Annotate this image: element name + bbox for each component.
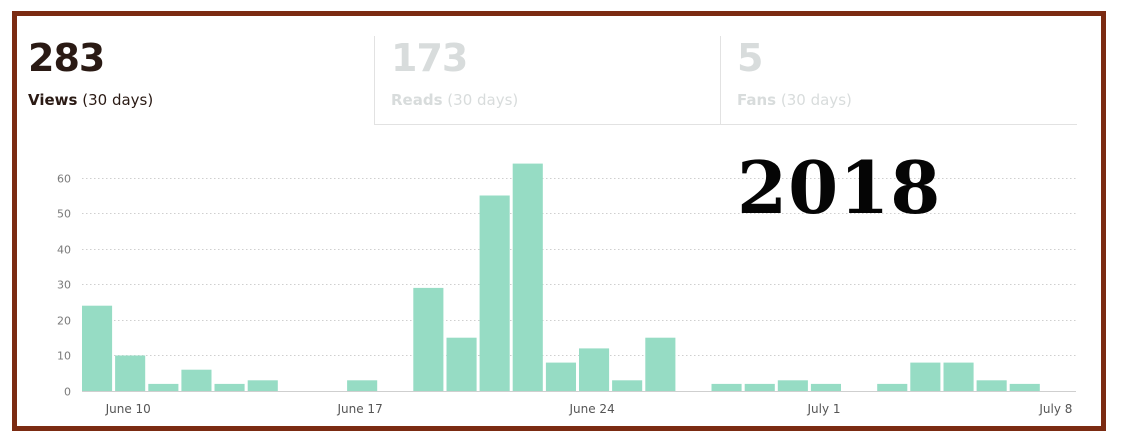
bar-june-11[interactable] — [148, 383, 179, 391]
views-count: 283 — [28, 36, 105, 80]
x-tick-label-july-1: July 1 — [806, 402, 840, 416]
bar-july-4[interactable] — [910, 362, 941, 391]
bar-june-13[interactable] — [214, 383, 245, 391]
bar-june-22[interactable] — [512, 163, 543, 391]
y-tick-label-50: 50 — [57, 208, 71, 221]
bar-june-24[interactable] — [579, 348, 610, 391]
tab-reads[interactable]: 173 Reads (30 days) — [374, 36, 720, 125]
reads-label-name: Reads — [391, 91, 443, 109]
fans-label-name: Fans — [737, 91, 777, 109]
y-tick-label-40: 40 — [57, 244, 71, 257]
bar-june-21[interactable] — [479, 195, 510, 392]
bar-june-23[interactable] — [545, 362, 576, 391]
bar-june-20[interactable] — [446, 337, 477, 391]
bar-june-28[interactable] — [711, 383, 742, 391]
views-label: Views (30 days) — [28, 90, 153, 110]
x-tick-label-july-8: July 8 — [1038, 402, 1072, 416]
tab-fans[interactable]: 5 Fans (30 days) — [720, 36, 1077, 125]
bar-june-25[interactable] — [612, 380, 643, 391]
tab-views[interactable]: 283 Views (30 days) — [17, 36, 374, 125]
bar-june-12[interactable] — [181, 369, 212, 391]
axis-labels: 0 10 20 30 40 50 60 June 10 June 17 June 24 July 1… — [57, 173, 1072, 417]
bar-july-6[interactable] — [976, 380, 1007, 391]
bar-july-1[interactable] — [810, 383, 841, 391]
bar-june-10[interactable] — [115, 355, 146, 392]
views-label-name: Views — [28, 91, 78, 109]
stats-frame: 283 Views (30 days) 173 Reads (30 days) … — [12, 11, 1106, 431]
x-tick-label-june-17: June 17 — [336, 402, 382, 416]
views-label-period: (30 days) — [82, 91, 154, 109]
reads-label-period: (30 days) — [447, 91, 519, 109]
x-tick-label-june-24: June 24 — [568, 402, 614, 416]
bar-june-17[interactable] — [347, 380, 378, 391]
bars — [82, 163, 1040, 392]
bar-june-29[interactable] — [744, 383, 775, 391]
fans-label: Fans (30 days) — [737, 90, 852, 110]
y-tick-label-0: 0 — [64, 386, 71, 399]
y-tick-label-10: 10 — [57, 350, 71, 363]
bar-june-30[interactable] — [777, 380, 808, 391]
bar-june-26[interactable] — [645, 337, 676, 391]
bar-june-9[interactable] — [82, 305, 113, 391]
bar-june-14[interactable] — [247, 380, 278, 391]
bar-july-3[interactable] — [877, 383, 908, 391]
fans-count: 5 — [737, 36, 763, 80]
bar-july-7[interactable] — [1009, 383, 1040, 391]
grid-lines — [82, 178, 1076, 392]
y-tick-label-20: 20 — [57, 315, 71, 328]
bar-july-5[interactable] — [943, 362, 974, 391]
reads-count: 173 — [391, 36, 468, 80]
y-tick-label-60: 60 — [57, 173, 71, 186]
x-tick-label-june-10: June 10 — [105, 402, 151, 416]
reads-label: Reads (30 days) — [391, 90, 518, 110]
year-annotation: 2018 — [737, 145, 942, 230]
y-tick-label-30: 30 — [57, 279, 71, 292]
fans-label-period: (30 days) — [780, 91, 852, 109]
bar-june-19[interactable] — [413, 287, 444, 391]
